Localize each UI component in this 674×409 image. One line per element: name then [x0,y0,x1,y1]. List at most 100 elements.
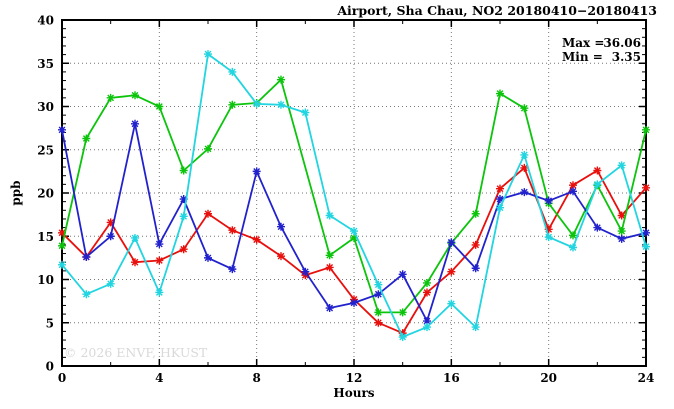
data-point-marker [569,243,577,252]
data-point-marker [544,233,553,242]
data-point-marker [617,161,626,170]
data-point-marker [228,100,237,109]
data-point-marker [204,50,212,59]
data-point-marker [593,223,602,232]
series-red-markers [58,163,650,338]
data-point-marker [471,209,480,218]
data-point-marker [58,260,66,269]
y-axis-label: ppb [9,180,23,205]
axis-ticks [61,19,647,367]
x-axis-label: Hours [333,386,374,400]
data-point-marker [520,163,529,172]
data-point-marker [569,187,577,196]
data-point-marker [642,125,650,134]
data-point-marker [131,233,139,242]
data-point-marker [228,67,237,76]
data-point-marker [617,227,626,236]
data-point-marker [496,184,504,193]
x-tick-label: 20 [540,371,557,385]
y-tick-label: 25 [37,143,54,157]
data-point-marker [179,245,188,254]
data-point-marker [58,228,66,237]
data-point-marker [569,181,577,190]
data-point-marker [642,242,650,251]
data-point-marker [471,264,480,273]
data-point-marker [155,240,164,249]
data-point-marker [447,238,456,247]
x-tick-label: 24 [638,371,655,385]
data-point-marker [106,279,115,288]
data-point-marker [398,308,407,317]
data-point-marker [593,166,602,175]
data-point-marker [398,333,407,342]
data-point-marker [471,323,480,332]
data-point-marker [374,318,383,327]
data-point-marker [58,125,66,134]
data-point-marker [617,234,626,243]
series-layer [58,50,650,342]
data-point-marker [520,104,529,113]
series-blue-line [61,123,647,324]
x-tick-label: 12 [346,371,363,385]
data-point-marker [106,218,115,227]
data-point-marker [544,196,553,205]
data-point-marker [228,265,237,274]
data-point-marker [252,99,261,108]
data-point-marker [155,256,164,265]
data-point-marker [520,188,529,197]
data-point-marker [374,280,383,289]
data-point-marker [447,267,456,276]
y-tick-label: 5 [46,316,54,330]
data-point-marker [106,232,115,241]
data-point-marker [82,290,91,299]
data-point-marker [204,253,212,262]
data-point-marker [252,167,261,176]
data-point-marker [350,298,358,307]
data-point-marker [617,211,626,220]
data-point-marker [325,304,334,313]
data-point-marker [496,203,504,212]
data-point-marker [325,251,334,260]
data-point-marker [131,258,139,267]
data-point-marker [204,209,212,218]
data-point-marker [179,195,188,204]
y-tick-label: 40 [37,14,54,28]
data-point-marker [374,308,383,317]
data-point-marker [179,212,188,221]
data-point-marker [642,228,650,237]
min-stat-label: Min = [562,50,603,64]
max-stat-value: 36.06 [603,36,641,50]
tick-labels: 0 5 10 15 20 25 30 35 40 0 4 8 12 16 20 24 [37,14,654,386]
data-point-marker [520,150,529,159]
y-tick-label: 10 [37,273,54,287]
data-point-marker [155,288,164,297]
y-tick-label: 35 [37,57,54,71]
data-point-marker [544,225,553,234]
y-tick-label: 30 [37,100,54,114]
x-tick-label: 16 [443,371,460,385]
y-tick-label: 15 [37,230,54,244]
data-point-marker [350,233,358,242]
data-point-marker [131,119,139,128]
watermark: © 2026 ENVF, HKUST [64,345,208,360]
x-tick-label: 0 [58,371,66,385]
data-point-marker [252,235,261,244]
max-stat-label: Max = [562,36,604,50]
data-point-marker [228,226,237,235]
data-point-marker [423,278,431,287]
data-point-marker [58,241,66,250]
data-point-marker [325,263,334,272]
series-green-line [61,78,647,314]
series-blue-markers [58,119,650,326]
data-point-marker [277,252,285,261]
data-point-marker [350,227,358,236]
data-point-marker [423,288,431,297]
data-point-marker [471,240,480,249]
series-cyan-markers [58,50,650,342]
y-tick-label: 0 [46,360,54,374]
data-point-marker [593,180,602,189]
data-point-marker [204,144,212,153]
data-point-marker [179,166,188,175]
data-point-marker [496,89,504,98]
data-point-marker [301,108,310,117]
